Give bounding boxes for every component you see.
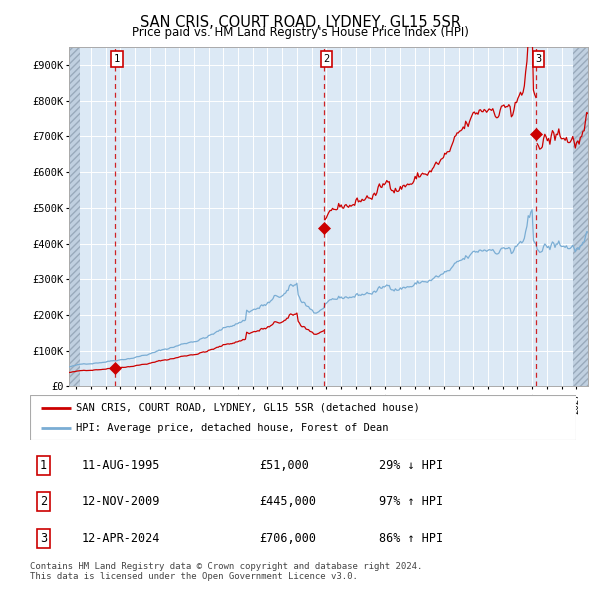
Bar bbox=[69, 47, 80, 386]
Text: Contains HM Land Registry data © Crown copyright and database right 2024.: Contains HM Land Registry data © Crown c… bbox=[30, 562, 422, 571]
Text: 29% ↓ HPI: 29% ↓ HPI bbox=[379, 459, 443, 472]
Text: 11-AUG-1995: 11-AUG-1995 bbox=[82, 459, 160, 472]
Text: 3: 3 bbox=[40, 532, 47, 545]
Bar bbox=[69, 47, 80, 386]
Text: SAN CRIS, COURT ROAD, LYDNEY, GL15 5SR: SAN CRIS, COURT ROAD, LYDNEY, GL15 5SR bbox=[139, 15, 461, 30]
Text: 86% ↑ HPI: 86% ↑ HPI bbox=[379, 532, 443, 545]
Text: 1: 1 bbox=[114, 54, 120, 64]
Text: Price paid vs. HM Land Registry's House Price Index (HPI): Price paid vs. HM Land Registry's House … bbox=[131, 26, 469, 39]
Text: 3: 3 bbox=[535, 54, 542, 64]
Text: £706,000: £706,000 bbox=[259, 532, 316, 545]
Text: 2: 2 bbox=[323, 54, 329, 64]
Text: 12-NOV-2009: 12-NOV-2009 bbox=[82, 495, 160, 508]
Bar bbox=[572, 47, 588, 386]
Text: 1: 1 bbox=[40, 459, 47, 472]
Text: £51,000: £51,000 bbox=[259, 459, 309, 472]
Text: SAN CRIS, COURT ROAD, LYDNEY, GL15 5SR (detached house): SAN CRIS, COURT ROAD, LYDNEY, GL15 5SR (… bbox=[76, 403, 420, 412]
Text: £445,000: £445,000 bbox=[259, 495, 316, 508]
Text: 97% ↑ HPI: 97% ↑ HPI bbox=[379, 495, 443, 508]
Bar bbox=[572, 47, 588, 386]
Text: 2: 2 bbox=[40, 495, 47, 508]
Text: This data is licensed under the Open Government Licence v3.0.: This data is licensed under the Open Gov… bbox=[30, 572, 358, 581]
Text: HPI: Average price, detached house, Forest of Dean: HPI: Average price, detached house, Fore… bbox=[76, 424, 389, 434]
Text: 12-APR-2024: 12-APR-2024 bbox=[82, 532, 160, 545]
